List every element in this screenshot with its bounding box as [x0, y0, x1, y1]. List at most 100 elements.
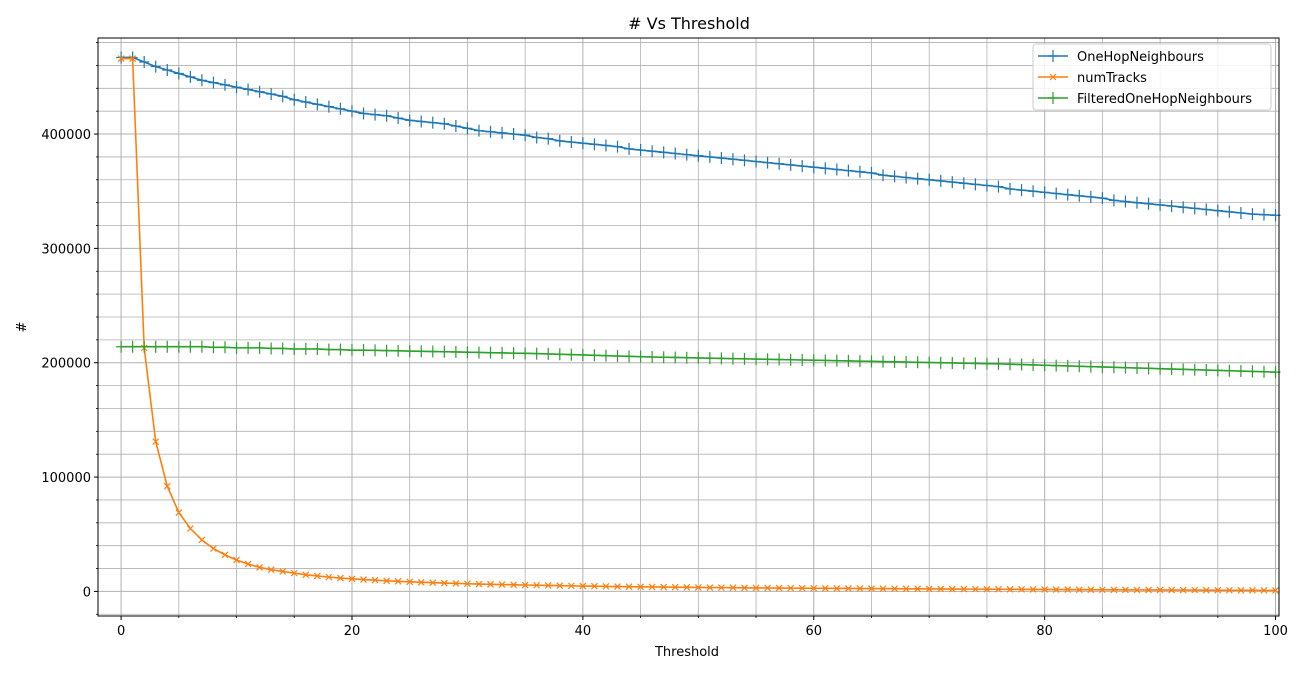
data-point-one-hop-neighbours — [1016, 184, 1027, 197]
data-point-filtered-one-hop-neighbours — [185, 340, 196, 353]
data-point-one-hop-neighbours — [427, 116, 438, 129]
data-point-num-tracks — [186, 525, 194, 532]
data-point-one-hop-neighbours — [635, 144, 646, 157]
data-point-one-hop-neighbours — [808, 161, 819, 174]
data-point-filtered-one-hop-neighbours — [820, 354, 831, 367]
data-point-one-hop-neighbours — [820, 162, 831, 175]
data-point-num-tracks — [313, 572, 321, 580]
data-point-filtered-one-hop-neighbours — [473, 346, 484, 359]
data-point-num-tracks — [821, 584, 829, 592]
data-point-filtered-one-hop-neighbours — [462, 346, 473, 359]
x-tick-label: 100 — [1263, 624, 1288, 639]
data-point-one-hop-neighbours — [797, 160, 808, 173]
data-point-filtered-one-hop-neighbours — [1028, 358, 1039, 371]
data-point-one-hop-neighbours — [335, 102, 346, 115]
data-point-one-hop-neighbours — [1132, 196, 1142, 209]
data-point-filtered-one-hop-neighbours — [854, 355, 865, 368]
data-point-num-tracks — [452, 579, 460, 587]
data-point-num-tracks — [729, 584, 737, 592]
data-point-one-hop-neighbours — [658, 146, 669, 159]
data-point-num-tracks — [717, 584, 725, 592]
data-point-num-tracks — [741, 584, 748, 592]
data-point-one-hop-neighbours — [497, 126, 508, 139]
data-point-filtered-one-hop-neighbours — [1235, 365, 1246, 378]
data-point-num-tracks — [810, 584, 818, 592]
data-point-one-hop-neighbours — [647, 145, 658, 158]
data-point-one-hop-neighbours — [1258, 208, 1269, 221]
data-point-one-hop-neighbours — [485, 125, 496, 138]
data-point-num-tracks — [325, 573, 333, 581]
x-tick-label: 0 — [117, 624, 125, 639]
data-point-num-tracks — [648, 583, 656, 591]
data-point-one-hop-neighbours — [323, 100, 334, 113]
data-point-one-hop-neighbours — [358, 107, 369, 120]
data-point-one-hop-neighbours — [173, 67, 184, 80]
data-point-filtered-one-hop-neighbours — [935, 356, 946, 369]
data-point-num-tracks — [1179, 586, 1187, 594]
data-point-num-tracks — [625, 583, 633, 591]
data-point-one-hop-neighbours — [185, 70, 196, 83]
data-point-one-hop-neighbours — [266, 88, 277, 101]
data-point-one-hop-neighbours — [681, 148, 692, 161]
data-point-filtered-one-hop-neighbours — [1155, 362, 1166, 375]
data-point-filtered-one-hop-neighbours — [300, 343, 311, 356]
data-point-num-tracks — [891, 585, 898, 593]
data-point-num-tracks — [925, 585, 933, 593]
data-point-filtered-one-hop-neighbours — [393, 344, 404, 357]
data-point-one-hop-neighbours — [1097, 192, 1108, 205]
data-point-num-tracks — [256, 563, 264, 571]
data-point-one-hop-neighbours — [762, 156, 773, 169]
data-point-num-tracks — [614, 583, 621, 590]
data-point-filtered-one-hop-neighbours — [866, 355, 877, 368]
y-tick-label: 100000 — [41, 471, 91, 486]
legend-item-filtered-one-hop-neighbours: FilteredOneHopNeighbours — [1038, 92, 1252, 107]
data-point-filtered-one-hop-neighbours — [577, 348, 588, 361]
y-axis-label: # — [15, 322, 30, 333]
data-point-num-tracks — [510, 581, 518, 589]
data-point-num-tracks — [637, 583, 645, 591]
data-point-num-tracks — [1041, 586, 1049, 593]
data-point-one-hop-neighbours — [993, 180, 1004, 193]
data-point-filtered-one-hop-neighbours — [843, 354, 854, 367]
data-point-filtered-one-hop-neighbours — [624, 350, 635, 363]
data-point-one-hop-neighbours — [208, 76, 219, 89]
data-point-num-tracks — [117, 55, 125, 63]
data-point-one-hop-neighbours — [381, 109, 392, 122]
data-point-num-tracks — [463, 580, 471, 588]
data-point-num-tracks — [163, 482, 171, 490]
data-point-one-hop-neighbours — [670, 147, 681, 160]
chart-title: # Vs Threshold — [628, 14, 750, 33]
data-point-filtered-one-hop-neighbours — [243, 341, 254, 354]
data-point-one-hop-neighbours — [935, 174, 946, 187]
data-point-num-tracks — [902, 585, 910, 593]
data-point-num-tracks — [983, 585, 991, 593]
data-point-filtered-one-hop-neighbours — [346, 344, 357, 357]
data-point-filtered-one-hop-neighbours — [566, 348, 577, 361]
data-point-one-hop-neighbours — [1005, 182, 1016, 195]
y-tick-label: 200000 — [41, 357, 91, 372]
data-point-num-tracks — [567, 582, 575, 590]
data-point-num-tracks — [198, 536, 206, 544]
data-point-one-hop-neighbours — [716, 152, 727, 165]
data-point-filtered-one-hop-neighbours — [139, 340, 150, 353]
data-point-num-tracks — [1260, 586, 1268, 594]
data-point-filtered-one-hop-neighbours — [1212, 364, 1223, 377]
data-point-filtered-one-hop-neighbours — [1120, 361, 1131, 374]
data-point-one-hop-neighbours — [981, 179, 992, 192]
data-point-filtered-one-hop-neighbours — [162, 340, 173, 353]
data-point-one-hop-neighbours — [1155, 198, 1166, 211]
data-point-one-hop-neighbours — [947, 176, 958, 189]
data-point-filtered-one-hop-neighbours — [323, 343, 334, 356]
data-point-one-hop-neighbours — [912, 172, 923, 185]
data-point-filtered-one-hop-neighbours — [485, 346, 496, 359]
data-point-one-hop-neighbours — [612, 140, 623, 153]
data-point-one-hop-neighbours — [1201, 203, 1212, 216]
y-tick-label: 400000 — [41, 128, 91, 143]
data-point-one-hop-neighbours — [1028, 185, 1039, 198]
data-point-filtered-one-hop-neighbours — [1074, 360, 1085, 373]
data-point-one-hop-neighbours — [531, 131, 542, 144]
data-point-one-hop-neighbours — [393, 112, 404, 125]
data-point-one-hop-neighbours — [116, 51, 127, 64]
data-point-one-hop-neighbours — [924, 173, 935, 186]
data-point-num-tracks — [417, 578, 425, 586]
